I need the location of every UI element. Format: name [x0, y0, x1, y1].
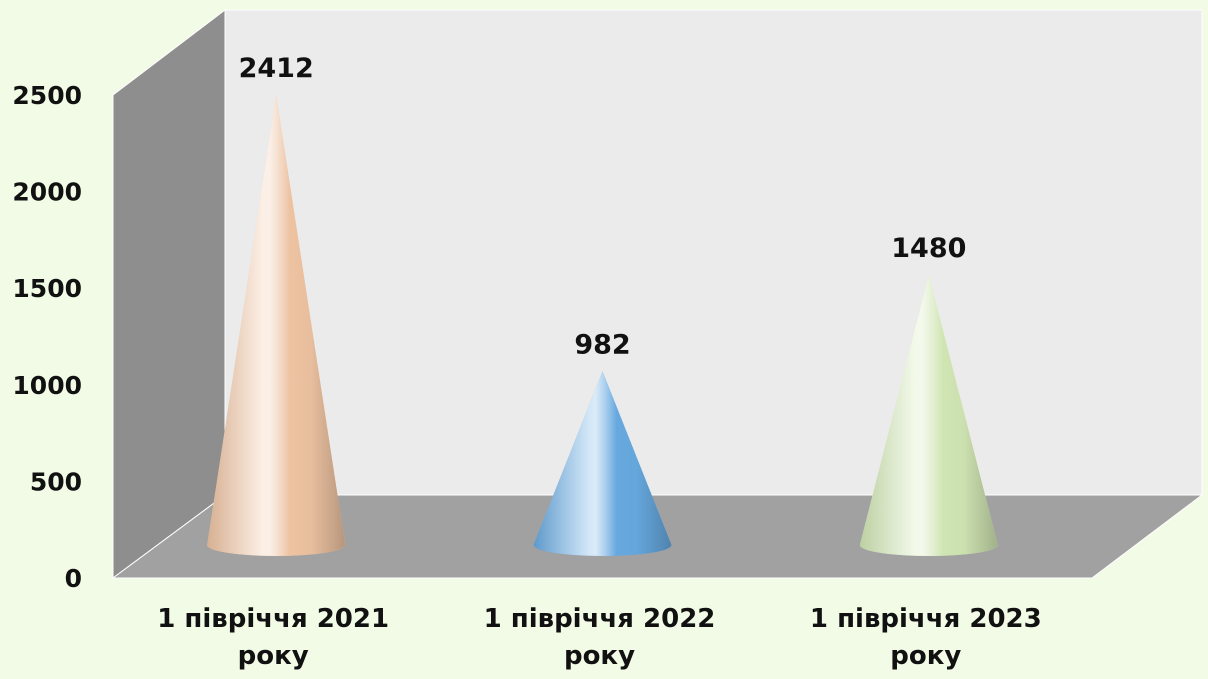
data-label: 1480 — [891, 233, 966, 264]
x-tick-label: 1 півріччя 2022 року — [484, 604, 716, 671]
cone-bar — [859, 275, 998, 556]
y-tick-label: 2000 — [12, 178, 82, 207]
y-axis-tick-labels: 0 500 1000 1500 2000 2500 — [12, 81, 82, 593]
y-tick-label: 0 — [65, 564, 82, 593]
data-label: 2412 — [239, 53, 314, 84]
back-wall — [224, 9, 1203, 496]
x-tick-label: 1 півріччя 2023 року — [810, 604, 1042, 671]
cone-series — [207, 95, 998, 556]
x-axis-category-labels: 1 півріччя 2021 року 1 півріччя 2022 року 1 … — [157, 604, 1041, 671]
data-labels: 2412 982 1480 — [239, 53, 967, 360]
data-label: 982 — [574, 329, 630, 360]
y-tick-label: 1000 — [12, 371, 82, 400]
cone-bar — [533, 371, 672, 556]
side-wall — [112, 8, 226, 579]
cone-bar — [207, 95, 346, 556]
x-tick-label: 1 півріччя 2021 року — [157, 604, 389, 671]
y-tick-label: 500 — [30, 467, 82, 496]
y-tick-label: 1500 — [12, 274, 82, 303]
y-tick-label: 2500 — [12, 81, 82, 110]
